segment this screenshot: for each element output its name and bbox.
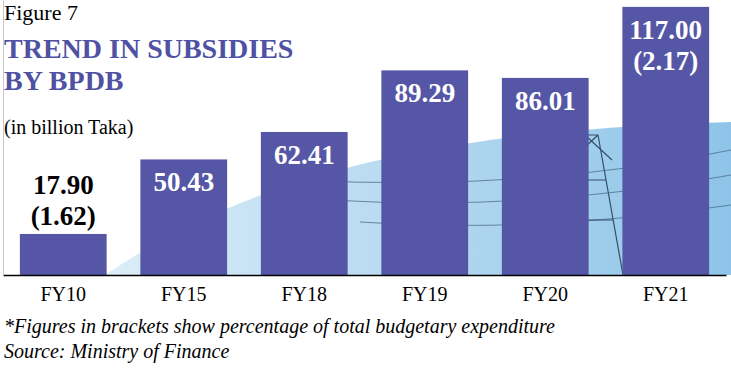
bar — [140, 159, 227, 275]
x-tick-label: FY21 — [643, 283, 689, 305]
bar — [20, 234, 107, 275]
figure-label: Figure 7 — [4, 0, 78, 25]
x-tick: FY20 — [522, 275, 568, 305]
data-label: 117.00 — [629, 15, 702, 45]
data-label: 50.43 — [153, 167, 214, 197]
data-label: 89.29 — [394, 78, 455, 108]
title: TREND IN SUBSIDIESBY BPDB — [4, 33, 293, 96]
data-label: 86.01 — [515, 86, 576, 116]
data-label: 62.41 — [274, 140, 335, 170]
share-label: (1.62) — [31, 201, 96, 231]
x-tick: FY10 — [40, 275, 86, 305]
x-tick-label: FY19 — [402, 283, 448, 305]
x-axis: FY10 FY15 FY18 FY19 FY20 FY21 — [4, 275, 727, 305]
subtitle: (in billion Taka) — [4, 116, 133, 139]
x-tick: FY15 — [161, 275, 207, 305]
footnote: *Figures in brackets show percentage of … — [4, 315, 555, 338]
x-tick-label: FY10 — [40, 283, 86, 305]
title-line: TREND IN SUBSIDIES — [4, 33, 293, 64]
bar — [502, 78, 589, 275]
data-label: 17.90 — [33, 170, 94, 200]
x-tick: FY21 — [643, 275, 689, 305]
x-tick-label: FY18 — [281, 283, 327, 305]
bar — [261, 132, 348, 275]
x-tick: FY19 — [402, 275, 448, 305]
bar — [381, 70, 468, 275]
title-line: BY BPDB — [4, 65, 124, 96]
x-tick-label: FY20 — [522, 283, 568, 305]
x-tick-label: FY15 — [161, 283, 207, 305]
chart: FY10 FY15 FY18 FY19 FY20 FY21 17.90(1.62) 50.43… — [0, 0, 731, 370]
bar — [622, 7, 709, 275]
source: Source: Ministry of Finance — [4, 340, 229, 363]
x-axis-line — [4, 275, 727, 277]
share-label: (2.17) — [633, 46, 698, 76]
x-tick: FY18 — [281, 275, 327, 305]
